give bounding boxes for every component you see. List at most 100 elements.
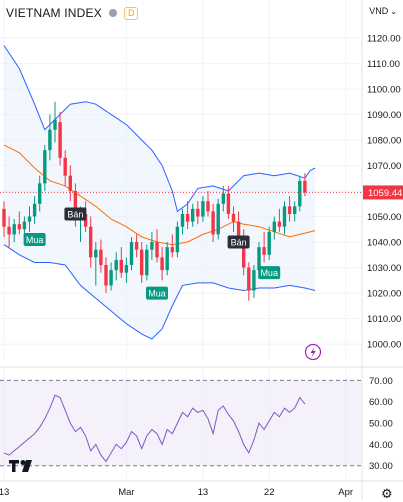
candle-body	[83, 213, 88, 227]
candle-body	[185, 213, 190, 222]
price-axis[interactable]: 1000.00 1010.00 1020.00 1030.00 1040.00 1050.…	[363, 33, 403, 351]
candle	[32, 196, 37, 225]
signal-text: Mua	[26, 235, 44, 245]
price-tick-label: 1080.00	[367, 135, 401, 146]
candle	[124, 257, 129, 283]
candle-body	[109, 270, 113, 286]
time-tick-label: 13	[198, 487, 209, 498]
candle-body	[27, 216, 32, 222]
candle	[231, 206, 236, 232]
candle	[99, 239, 103, 273]
candle-body	[231, 213, 236, 222]
candle	[170, 234, 174, 258]
time-axis[interactable]: 13 Mar 13 22 Apr	[0, 487, 353, 498]
signal-text: Mua	[148, 289, 166, 299]
candle	[145, 244, 149, 281]
candle	[68, 165, 72, 202]
candle	[247, 262, 251, 301]
buy-signal-label: Mua	[23, 232, 46, 246]
candle	[185, 201, 190, 230]
sell-signal-label: Bán	[227, 235, 250, 249]
candle-body	[226, 193, 231, 214]
buy-signal-label: Mua	[146, 286, 168, 300]
candle-body	[32, 203, 37, 217]
last-price-tag-box	[363, 185, 403, 200]
candle	[43, 145, 47, 191]
candle-body	[180, 213, 185, 227]
candle	[134, 234, 139, 258]
price-tick-label: 1000.00	[367, 340, 401, 351]
candle	[38, 175, 42, 212]
candle-body	[145, 249, 149, 276]
price-tick-label: 1030.00	[367, 263, 401, 274]
candle	[191, 203, 195, 227]
candle-body	[298, 180, 302, 207]
gray-dot-icon	[108, 9, 117, 17]
candle-body	[287, 206, 292, 214]
candle-body	[134, 242, 139, 250]
candle	[293, 201, 297, 222]
candle	[155, 229, 159, 263]
candle-body	[89, 226, 93, 258]
candle-body	[160, 257, 164, 271]
candle-body	[262, 247, 266, 255]
candle	[63, 150, 67, 186]
currency-selector[interactable]: VND ⌄	[369, 6, 397, 16]
candle	[160, 247, 164, 281]
candle-body	[94, 249, 98, 258]
time-tick-label: 13	[0, 487, 9, 498]
candle	[196, 201, 200, 225]
candle-body	[196, 208, 200, 217]
rsi-line	[3, 394, 306, 463]
candle	[221, 185, 225, 212]
time-tick-label: 22	[264, 487, 275, 498]
signal-box	[146, 286, 168, 300]
currency-label: VND	[369, 6, 389, 16]
rsi-tick-label: 30.00	[369, 461, 393, 472]
candle	[206, 191, 210, 217]
candle	[104, 257, 108, 294]
candle-body	[22, 221, 27, 230]
lightning-icon	[304, 343, 322, 361]
candle-body	[191, 208, 195, 222]
signal-box	[258, 266, 281, 280]
candle-body	[247, 267, 251, 291]
candle-body	[303, 180, 307, 193]
signal-text: Bán	[67, 209, 83, 219]
candle	[12, 219, 16, 243]
candle	[7, 216, 11, 248]
sell-signal-label: Bán	[64, 207, 87, 221]
candle-body	[282, 206, 287, 227]
rsi-tick-label: 50.00	[369, 419, 393, 430]
candle	[216, 198, 220, 240]
time-tick-label: Mar	[118, 487, 134, 498]
candle-body	[252, 270, 256, 291]
candle	[58, 111, 62, 166]
candle	[17, 211, 21, 235]
candle-body	[236, 221, 241, 237]
last-price-tag: 1059.44	[363, 185, 403, 200]
gear-icon[interactable]: ⚙	[381, 486, 393, 501]
candle	[211, 203, 215, 243]
bollinger-lower-line	[3, 244, 316, 340]
candle-body	[129, 242, 134, 266]
candle-body	[267, 231, 271, 255]
symbol-title[interactable]: VIETNAM INDEX	[6, 6, 102, 20]
bollinger-basis-line	[3, 144, 316, 246]
candle-body	[216, 203, 220, 235]
candle	[165, 242, 169, 276]
candle-body	[175, 226, 180, 253]
price-tick-label: 1090.00	[367, 110, 401, 121]
tradingview-logo[interactable]	[8, 458, 38, 476]
rsi-tick-label: 70.00	[369, 376, 393, 387]
candlestick-series[interactable]	[0, 101, 361, 301]
candle-body	[201, 201, 205, 217]
candle-body	[73, 191, 78, 220]
candle	[267, 226, 271, 260]
candle-body	[63, 157, 67, 176]
candle-body	[114, 259, 118, 271]
candle-body	[165, 247, 169, 271]
candle-body	[68, 175, 72, 191]
candle-body	[104, 265, 108, 286]
